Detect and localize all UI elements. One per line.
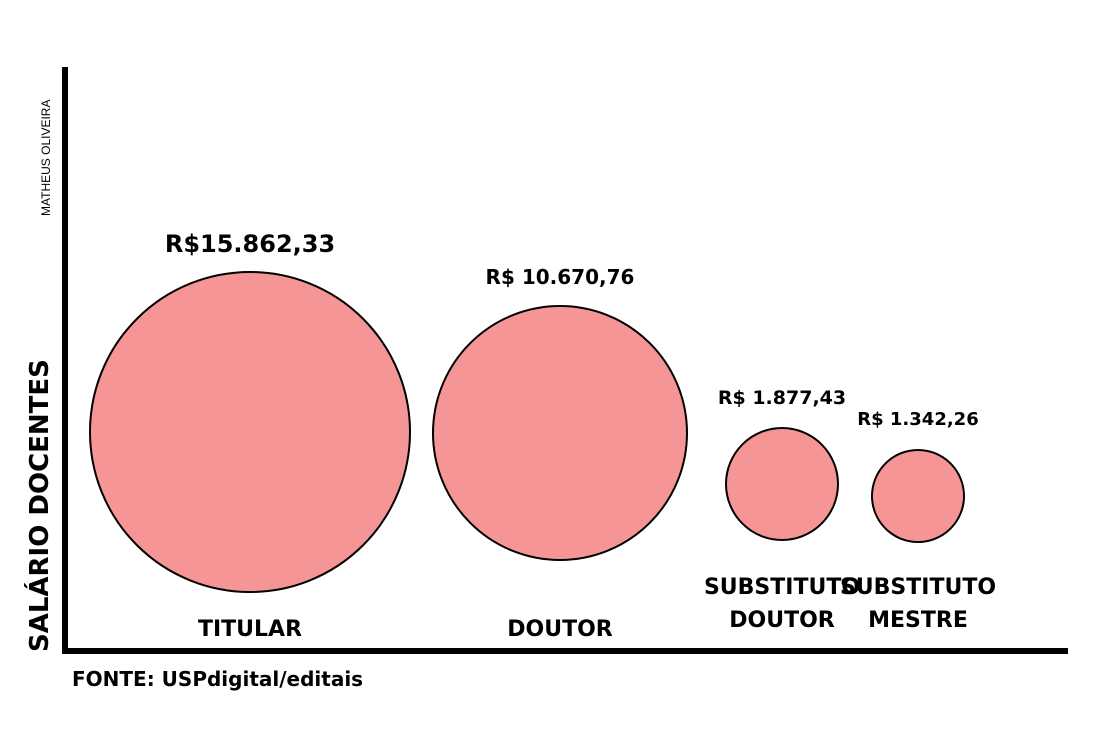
y-axis-label: SALÁRIO DOCENTES [23, 359, 55, 652]
bubble-3 [871, 449, 965, 543]
value-label-3: R$ 1.342,26 [857, 409, 978, 430]
value-label-0: R$15.862,33 [165, 230, 335, 258]
category-label-2-1: DOUTOR [729, 608, 835, 633]
category-label-0-0: TITULAR [198, 617, 302, 642]
category-label-2-0: SUBSTITUTO [704, 575, 860, 600]
author-credit: MATHEUS OLIVEIRA [39, 100, 53, 216]
source-note: FONTE: USPdigital/editais [72, 667, 363, 691]
value-label-1: R$ 10.670,76 [486, 265, 635, 289]
bubble-group: R$15.862,33 TITULAR R$ 10.670,76 DOUTOR R$ 1… [89, 230, 996, 642]
chart-axes [62, 67, 1068, 654]
bubble-2 [725, 427, 839, 541]
category-label-3-1: MESTRE [868, 608, 968, 633]
bubble-0 [89, 271, 411, 593]
value-label-2: R$ 1.877,43 [718, 387, 846, 409]
category-label-3-0: SUBSTITUTO [840, 575, 996, 600]
category-label-1-0: DOUTOR [507, 617, 613, 642]
bubble-1 [432, 305, 688, 561]
